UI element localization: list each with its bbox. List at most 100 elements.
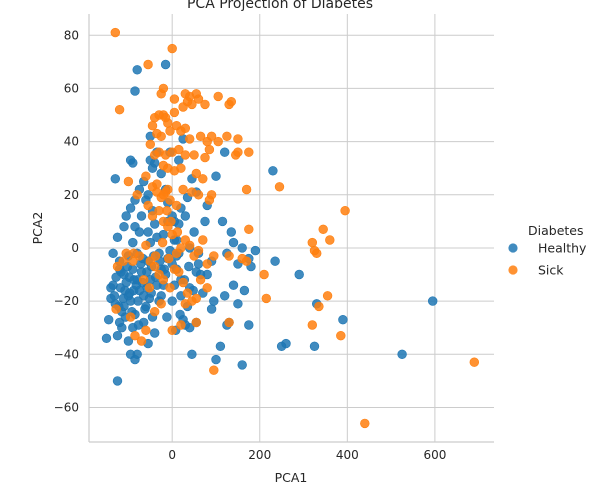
data-point-sick: [130, 331, 140, 341]
data-point-healthy: [209, 296, 219, 306]
data-point-healthy: [268, 166, 278, 176]
data-point-sick: [185, 134, 195, 144]
data-point-sick: [200, 99, 210, 110]
data-point-sick: [158, 275, 169, 285]
data-point-sick: [125, 312, 136, 322]
data-point-healthy: [237, 243, 247, 253]
data-point-sick: [307, 320, 317, 330]
data-point-healthy: [103, 315, 114, 325]
data-point-sick: [129, 248, 139, 259]
x-tick-label: 400: [336, 448, 359, 462]
data-point-sick: [123, 176, 134, 187]
data-point-sick: [241, 184, 252, 195]
data-point-sick: [132, 190, 142, 200]
data-point-sick: [209, 251, 219, 261]
legend-label-sick: Sick: [538, 263, 564, 278]
data-point-healthy: [124, 288, 135, 298]
data-point-healthy: [428, 296, 438, 306]
data-point-healthy: [226, 227, 237, 237]
data-point-sick: [147, 120, 158, 131]
data-point-sick: [187, 99, 197, 110]
data-point-sick: [166, 216, 176, 227]
data-point-healthy: [239, 285, 250, 296]
data-point-healthy: [115, 283, 126, 293]
data-point-sick: [118, 256, 128, 266]
legend-label-healthy: Healthy: [538, 241, 587, 256]
data-point-sick: [156, 299, 166, 309]
data-point-sick: [176, 243, 186, 253]
data-point-healthy: [108, 248, 118, 259]
data-point-sick: [167, 43, 177, 54]
data-point-sick: [325, 235, 335, 245]
data-point-healthy: [156, 291, 166, 301]
data-point-healthy: [144, 293, 155, 304]
data-point-healthy: [206, 304, 217, 314]
y-tick-label: 40: [64, 135, 79, 149]
data-point-healthy: [211, 171, 221, 181]
data-point-sick: [145, 139, 156, 150]
data-point-healthy: [132, 65, 142, 75]
data-point-sick: [193, 245, 204, 256]
data-point-healthy: [158, 229, 169, 240]
data-point-healthy: [215, 341, 226, 351]
data-point-sick: [198, 174, 208, 184]
data-point-healthy: [128, 158, 138, 168]
data-point-sick: [307, 237, 317, 248]
data-point-healthy: [150, 328, 160, 338]
data-point-sick: [174, 144, 184, 155]
data-point-healthy: [270, 256, 280, 266]
data-point-sick: [241, 256, 252, 266]
data-point-healthy: [250, 245, 261, 256]
data-point-healthy: [220, 291, 230, 301]
data-point-sick: [114, 104, 125, 115]
data-point-healthy: [121, 211, 131, 221]
legend: Diabetes Healthy Sick: [508, 223, 587, 278]
data-point-sick: [152, 179, 162, 189]
data-point-healthy: [228, 280, 239, 290]
data-point-sick: [274, 182, 285, 192]
data-point-healthy: [143, 227, 153, 237]
data-point-sick: [176, 320, 186, 330]
legend-marker-sick: [508, 265, 518, 275]
data-point-sick: [182, 288, 193, 298]
data-point-sick: [172, 227, 183, 237]
data-point-sick: [213, 91, 223, 102]
data-point-healthy: [185, 323, 195, 333]
data-point-healthy: [175, 309, 185, 320]
data-point-healthy: [162, 312, 172, 322]
legend-marker-healthy: [508, 243, 518, 253]
data-point-healthy: [184, 261, 194, 272]
data-point-sick: [176, 163, 186, 173]
data-point-sick: [340, 206, 350, 216]
data-point-healthy: [118, 293, 128, 304]
data-point-healthy: [180, 211, 191, 221]
data-point-healthy: [129, 275, 139, 285]
data-point-healthy: [112, 376, 123, 386]
data-point-healthy: [200, 216, 210, 227]
data-point-healthy: [309, 341, 320, 351]
data-point-sick: [202, 283, 212, 293]
data-point-sick: [191, 293, 202, 304]
data-point-healthy: [244, 320, 254, 330]
data-point-sick: [360, 418, 370, 429]
data-point-sick: [163, 118, 173, 128]
data-point-healthy: [132, 349, 142, 359]
data-point-sick: [469, 357, 479, 367]
data-point-healthy: [150, 158, 160, 168]
data-point-sick: [336, 331, 346, 341]
data-point-sick: [141, 171, 151, 181]
y-tick-label: −20: [54, 294, 79, 308]
data-point-sick: [156, 131, 166, 142]
data-point-sick: [233, 134, 243, 144]
data-point-sick: [180, 123, 191, 134]
y-tick-label: 0: [71, 241, 79, 255]
data-point-healthy: [134, 227, 145, 237]
data-point-sick: [136, 336, 147, 346]
y-tick-labels: −60 −40 −20 0 20 40 60 80: [54, 28, 79, 414]
x-axis-label: PCA1: [275, 470, 308, 485]
data-point-healthy: [101, 333, 112, 343]
data-point-sick: [206, 131, 217, 142]
data-point-sick: [261, 293, 271, 304]
data-point-sick: [143, 59, 153, 70]
